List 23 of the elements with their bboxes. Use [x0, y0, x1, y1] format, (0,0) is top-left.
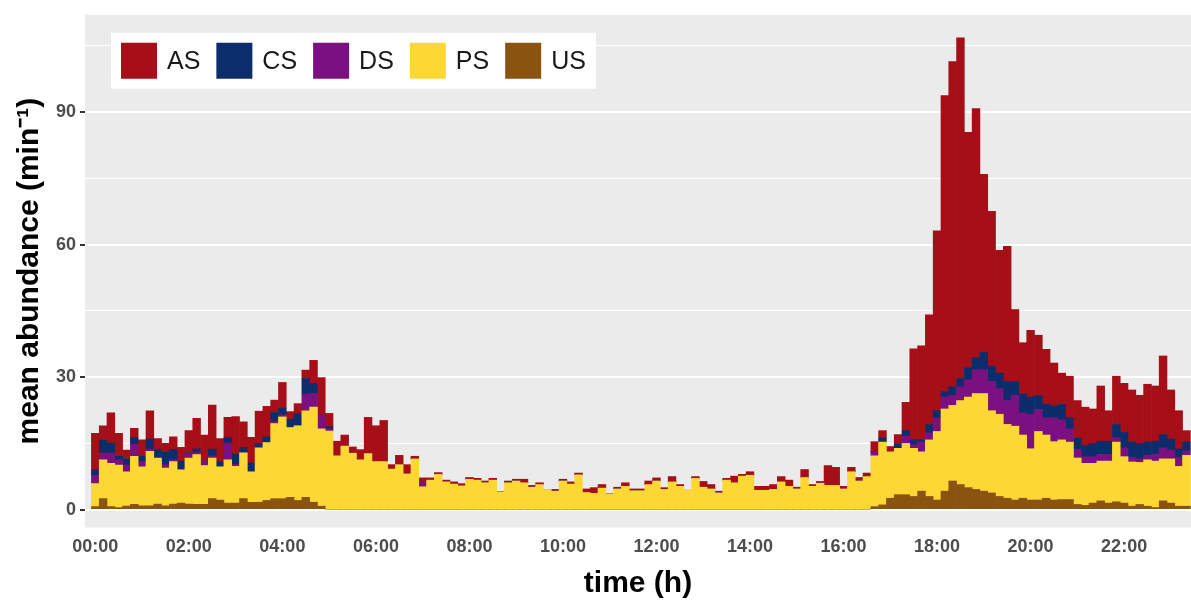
y-axis-title: mean abundance (min⁻¹) [11, 97, 45, 445]
legend-label: DS [359, 45, 394, 74]
x-tick-label: 12:00 [633, 536, 680, 557]
y-tick-label: 60 [55, 233, 77, 254]
x-tick-label: 02:00 [165, 536, 212, 557]
x-tick-label: 08:00 [446, 536, 493, 557]
x-tick-label: 20:00 [1007, 536, 1054, 557]
x-axis-title: time (h) [583, 565, 693, 599]
x-tick-label: 16:00 [820, 536, 867, 557]
y-tick-label: 30 [55, 366, 77, 387]
y-tick-label: 90 [55, 100, 77, 121]
legend-label: CS [262, 45, 298, 74]
x-tick-label: 18:00 [914, 536, 961, 557]
legend-label: AS [167, 45, 201, 74]
x-tick-label: 10:00 [539, 536, 586, 557]
x-tick-label: 14:00 [726, 536, 774, 557]
x-tick-label: 06:00 [352, 536, 399, 557]
y-tick-label: 0 [66, 498, 77, 519]
x-tick-label: 00:00 [72, 536, 119, 557]
x-tick-label: 04:00 [259, 536, 306, 557]
legend-label: PS [455, 45, 490, 74]
legend-label: US [551, 45, 586, 74]
x-tick-label: 22:00 [1101, 536, 1148, 557]
